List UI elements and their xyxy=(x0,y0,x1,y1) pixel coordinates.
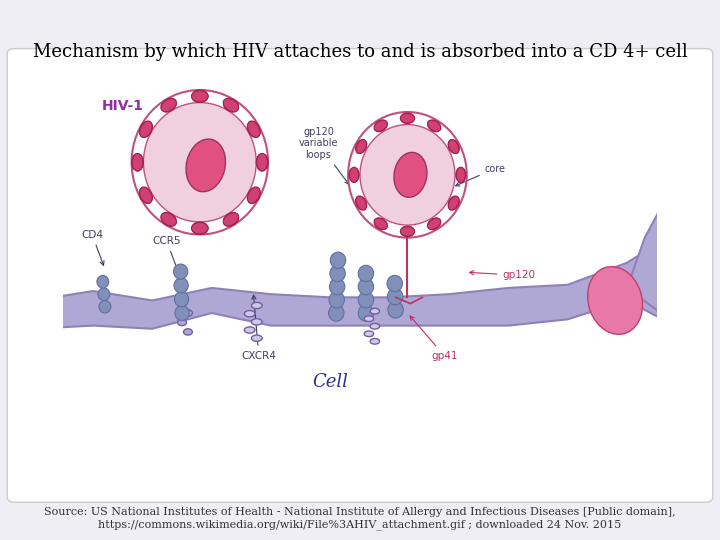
Ellipse shape xyxy=(400,113,415,123)
Text: Mechanism by which HIV attaches to and is absorbed into a CD 4+ cell: Mechanism by which HIV attaches to and i… xyxy=(32,43,688,62)
Ellipse shape xyxy=(244,310,255,317)
Text: Cell: Cell xyxy=(312,373,348,391)
Ellipse shape xyxy=(400,226,415,237)
Circle shape xyxy=(97,275,109,288)
Ellipse shape xyxy=(247,187,261,204)
Ellipse shape xyxy=(192,90,208,103)
Ellipse shape xyxy=(257,153,267,171)
Circle shape xyxy=(329,292,344,308)
Text: CXCR4: CXCR4 xyxy=(241,295,276,361)
Circle shape xyxy=(330,279,345,295)
Ellipse shape xyxy=(251,319,262,325)
Text: gp120
variable
loops: gp120 variable loops xyxy=(299,127,348,184)
Ellipse shape xyxy=(192,91,208,102)
Ellipse shape xyxy=(132,153,143,171)
Ellipse shape xyxy=(374,218,387,230)
Ellipse shape xyxy=(178,319,186,326)
Text: Source: US National Institutes of Health - National Institute of Allergy and Inf: Source: US National Institutes of Health… xyxy=(44,507,676,530)
Ellipse shape xyxy=(428,218,441,230)
Ellipse shape xyxy=(349,167,359,183)
Ellipse shape xyxy=(184,329,192,335)
Ellipse shape xyxy=(350,167,359,183)
Ellipse shape xyxy=(184,310,192,316)
Ellipse shape xyxy=(448,196,459,210)
Polygon shape xyxy=(627,162,686,332)
Ellipse shape xyxy=(374,218,387,230)
Ellipse shape xyxy=(449,140,459,153)
Ellipse shape xyxy=(161,98,176,112)
Ellipse shape xyxy=(192,222,208,234)
Ellipse shape xyxy=(223,213,238,226)
Ellipse shape xyxy=(456,167,466,183)
Ellipse shape xyxy=(428,120,441,131)
Circle shape xyxy=(359,265,374,282)
Circle shape xyxy=(330,265,346,282)
Text: HIV-1: HIV-1 xyxy=(102,99,144,113)
Ellipse shape xyxy=(247,121,261,138)
Circle shape xyxy=(328,305,344,321)
Ellipse shape xyxy=(374,120,387,132)
Ellipse shape xyxy=(178,300,186,307)
Ellipse shape xyxy=(140,187,152,204)
Text: gp120: gp120 xyxy=(469,271,536,280)
Circle shape xyxy=(143,103,256,222)
Circle shape xyxy=(359,292,374,308)
PathPatch shape xyxy=(34,225,686,332)
Circle shape xyxy=(174,278,188,293)
Text: core: core xyxy=(456,164,505,186)
Circle shape xyxy=(359,305,374,321)
Ellipse shape xyxy=(244,327,255,333)
Ellipse shape xyxy=(139,121,153,138)
Ellipse shape xyxy=(394,152,427,197)
Ellipse shape xyxy=(364,316,374,321)
Circle shape xyxy=(330,252,346,268)
Circle shape xyxy=(388,302,403,318)
Circle shape xyxy=(174,292,189,307)
Circle shape xyxy=(98,288,110,301)
Ellipse shape xyxy=(356,196,366,210)
Ellipse shape xyxy=(370,323,379,329)
Ellipse shape xyxy=(256,153,268,171)
Ellipse shape xyxy=(588,267,642,334)
Circle shape xyxy=(175,306,189,321)
Ellipse shape xyxy=(161,213,176,226)
Text: gp41: gp41 xyxy=(410,316,458,361)
Ellipse shape xyxy=(223,98,238,112)
Ellipse shape xyxy=(139,187,153,204)
Ellipse shape xyxy=(364,331,374,336)
Text: CCR5: CCR5 xyxy=(153,236,181,278)
Ellipse shape xyxy=(186,139,225,192)
Ellipse shape xyxy=(248,121,260,137)
Ellipse shape xyxy=(248,187,260,204)
Ellipse shape xyxy=(132,153,143,171)
Circle shape xyxy=(387,275,402,292)
Ellipse shape xyxy=(456,167,465,183)
Circle shape xyxy=(360,125,455,225)
Ellipse shape xyxy=(251,335,262,341)
Ellipse shape xyxy=(428,218,441,230)
Ellipse shape xyxy=(356,196,367,210)
Circle shape xyxy=(387,288,403,305)
Circle shape xyxy=(174,264,188,279)
Ellipse shape xyxy=(448,139,459,153)
Ellipse shape xyxy=(140,121,152,137)
Ellipse shape xyxy=(370,339,379,344)
Ellipse shape xyxy=(192,222,208,234)
Ellipse shape xyxy=(161,98,176,112)
Ellipse shape xyxy=(370,308,379,314)
Ellipse shape xyxy=(356,139,367,153)
Ellipse shape xyxy=(374,120,387,131)
Circle shape xyxy=(359,279,374,295)
Ellipse shape xyxy=(400,113,415,124)
Ellipse shape xyxy=(449,196,459,210)
Ellipse shape xyxy=(251,302,262,309)
Ellipse shape xyxy=(428,120,441,132)
Ellipse shape xyxy=(400,227,415,236)
Ellipse shape xyxy=(356,140,366,153)
Text: CD4: CD4 xyxy=(81,230,104,265)
Ellipse shape xyxy=(223,212,239,226)
Circle shape xyxy=(99,300,111,313)
Ellipse shape xyxy=(161,212,176,226)
Ellipse shape xyxy=(223,98,239,112)
